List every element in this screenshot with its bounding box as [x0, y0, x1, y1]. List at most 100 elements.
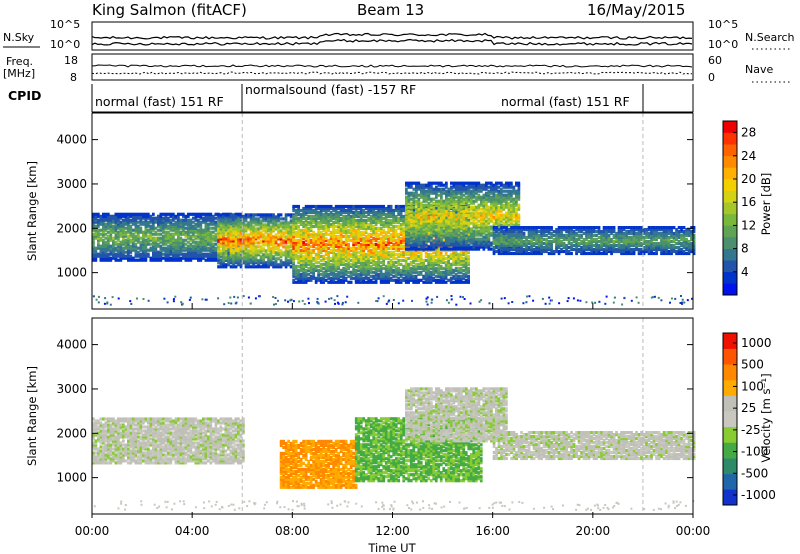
heatmap-cell — [267, 253, 270, 257]
heatmap-cell — [119, 254, 123, 258]
heatmap-cell — [462, 181, 466, 185]
heatmap-cell — [339, 280, 343, 284]
heatmap-cell — [152, 244, 155, 248]
heatmap-cell — [169, 258, 173, 262]
heatmap-cell — [279, 225, 283, 229]
heatmap-cell — [304, 234, 308, 238]
heatmap-cell — [379, 230, 383, 234]
heatmap-cell — [299, 274, 303, 278]
heatmap-cell — [394, 232, 398, 236]
heatmap-cell — [327, 232, 330, 236]
heatmap-cell — [292, 220, 295, 225]
heatmap-cell — [459, 252, 463, 256]
heatmap-cell — [272, 227, 275, 231]
heatmap-cell — [427, 230, 430, 234]
heatmap-cell — [247, 251, 250, 255]
heatmap-cell — [429, 270, 433, 274]
heatmap-cell — [379, 264, 383, 268]
heatmap-cell — [440, 227, 443, 231]
heatmap-cell — [212, 248, 215, 252]
heatmap-cell — [257, 227, 260, 231]
heatmap-cell — [407, 221, 411, 225]
heatmap-cell — [312, 266, 315, 270]
heatmap-cell — [374, 266, 378, 270]
heatmap-cell — [372, 214, 375, 219]
heatmap-cell — [294, 204, 298, 209]
heatmap-cell — [284, 247, 288, 251]
heatmap-cell — [445, 213, 448, 217]
heatmap-cell — [410, 219, 413, 223]
heatmap-cell — [232, 251, 235, 255]
heatmap-cell — [189, 238, 193, 242]
heatmap-cell — [354, 248, 358, 252]
heatmap-cell — [132, 240, 135, 244]
heatmap-cell — [314, 240, 318, 244]
heatmap-cell — [252, 227, 255, 231]
heatmap-cell — [202, 236, 205, 240]
heatmap-cell — [397, 218, 400, 223]
heatmap-cell — [112, 224, 115, 228]
heatmap-cell — [445, 231, 448, 235]
heatmap-cell — [392, 268, 395, 272]
heatmap-cell — [182, 232, 185, 236]
heatmap-cell — [332, 264, 335, 268]
heatmap-cell — [184, 256, 188, 260]
heatmap-cell — [189, 234, 193, 238]
heatmap-cell — [187, 250, 190, 254]
heatmap-cell — [334, 206, 338, 211]
heatmap-cell — [299, 250, 303, 254]
heatmap-cell — [187, 220, 190, 224]
heatmap-cell — [169, 234, 173, 238]
heatmap-cell — [289, 221, 293, 225]
heatmap-cell — [292, 268, 295, 272]
heatmap-cell — [429, 254, 433, 258]
heatmap-cell — [214, 242, 218, 246]
heatmap-cell — [349, 276, 353, 280]
heatmap-cell — [124, 232, 128, 236]
heatmap-cell — [327, 254, 330, 258]
heatmap-cell — [317, 242, 320, 246]
heatmap-cell — [209, 254, 213, 258]
heatmap-cell — [232, 229, 235, 233]
heatmap-cell — [389, 212, 393, 217]
heatmap-cell — [437, 181, 441, 185]
heatmap-cell — [392, 252, 395, 256]
heatmap-cell — [204, 244, 208, 248]
heatmap-cell — [312, 242, 315, 246]
heatmap-cell — [122, 252, 125, 256]
heatmap-cell — [447, 221, 451, 225]
heatmap-cell — [379, 254, 383, 258]
heatmap-cell — [294, 246, 298, 250]
heatmap-cell — [299, 248, 303, 252]
heatmap-cell — [137, 246, 140, 250]
heatmap-cell — [410, 203, 413, 207]
heatmap-cell — [459, 262, 463, 266]
heatmap-cell — [352, 256, 355, 260]
heatmap-cell — [347, 260, 350, 264]
heatmap-cell — [252, 225, 255, 229]
heatmap-cell — [334, 280, 338, 284]
heatmap-cell — [262, 253, 265, 257]
heatmap-cell — [354, 276, 358, 280]
heatmap-cell — [445, 233, 448, 237]
heatmap-cell — [197, 214, 200, 218]
heatmap-cell — [177, 214, 180, 218]
heatmap-cell — [279, 255, 283, 259]
heatmap-cell — [414, 280, 418, 284]
heatmap-cell — [217, 257, 220, 261]
heatmap-cell — [252, 233, 255, 237]
heatmap-cell — [362, 244, 365, 248]
heatmap-cell — [440, 213, 443, 217]
heatmap-cell — [407, 185, 411, 189]
heatmap-cell — [169, 222, 173, 226]
heatmap-cell — [152, 256, 155, 260]
heatmap-cell — [107, 226, 110, 230]
heatmap-cell — [367, 278, 370, 282]
heatmap-cell — [304, 274, 308, 278]
heatmap-cell — [172, 222, 175, 226]
heatmap-cell — [354, 236, 358, 240]
heatmap-cell — [344, 236, 348, 240]
heatmap-cell — [372, 258, 375, 262]
heatmap-cell — [410, 235, 413, 239]
heatmap-cell — [329, 276, 333, 280]
